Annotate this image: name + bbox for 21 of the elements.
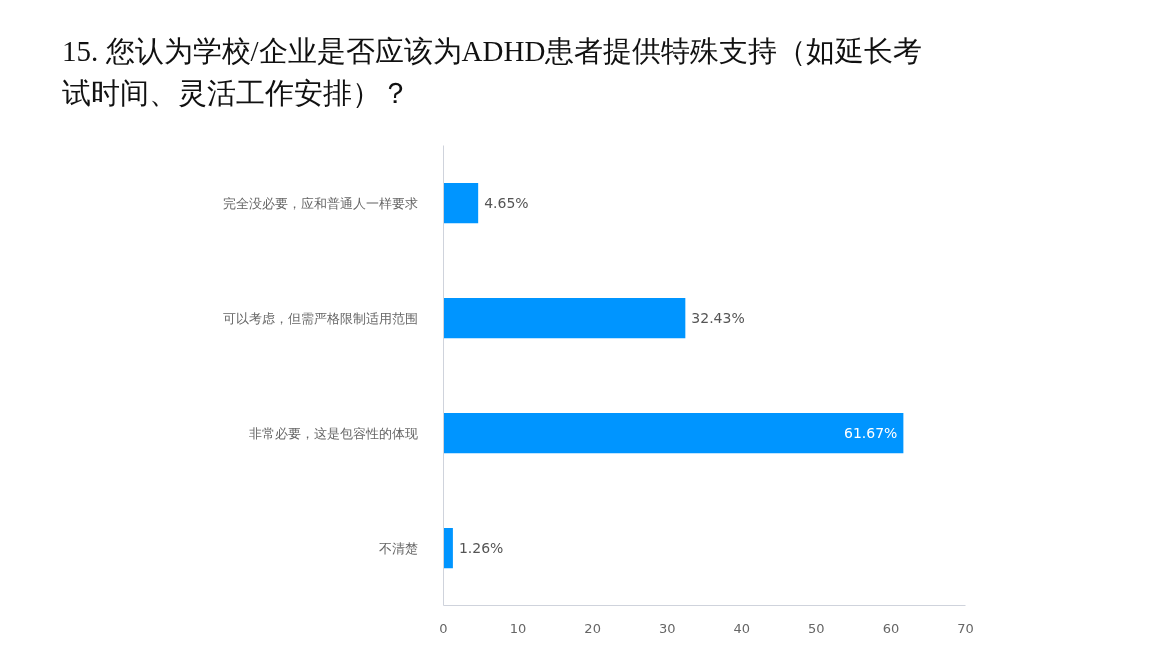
y-tick-label: 非常必要，这是包容性的体现 bbox=[248, 425, 418, 441]
data-label: 61.67% bbox=[844, 425, 898, 441]
x-tick-label: 0 bbox=[439, 620, 448, 636]
data-label: 4.65% bbox=[484, 195, 529, 211]
x-tick-label: 20 bbox=[584, 620, 601, 636]
data-label: 32.43% bbox=[691, 310, 745, 326]
bar bbox=[443, 527, 453, 569]
y-tick-label: 不清楚 bbox=[378, 540, 418, 556]
chart-title: 15. 您认为学校/企业是否应该为ADHD患者提供特殊支持（如延长考试时间、灵活工作安排）？ bbox=[62, 34, 924, 111]
x-tick-label: 50 bbox=[808, 620, 825, 636]
x-tick-label: 70 bbox=[957, 620, 974, 636]
x-tick-label: 40 bbox=[733, 620, 751, 636]
bar bbox=[443, 412, 904, 454]
y-tick-label: 完全没必要，应和普通人一样要求 bbox=[222, 195, 418, 211]
data-label: 1.26% bbox=[458, 540, 504, 556]
x-tick-label: 30 bbox=[658, 620, 676, 636]
x-tick-label: 60 bbox=[882, 620, 900, 636]
bar bbox=[443, 182, 479, 224]
x-tick-label: 10 bbox=[509, 620, 527, 636]
y-tick-label: 可以考虑，但需严格限制适用范围 bbox=[222, 310, 418, 326]
bar bbox=[443, 297, 686, 339]
